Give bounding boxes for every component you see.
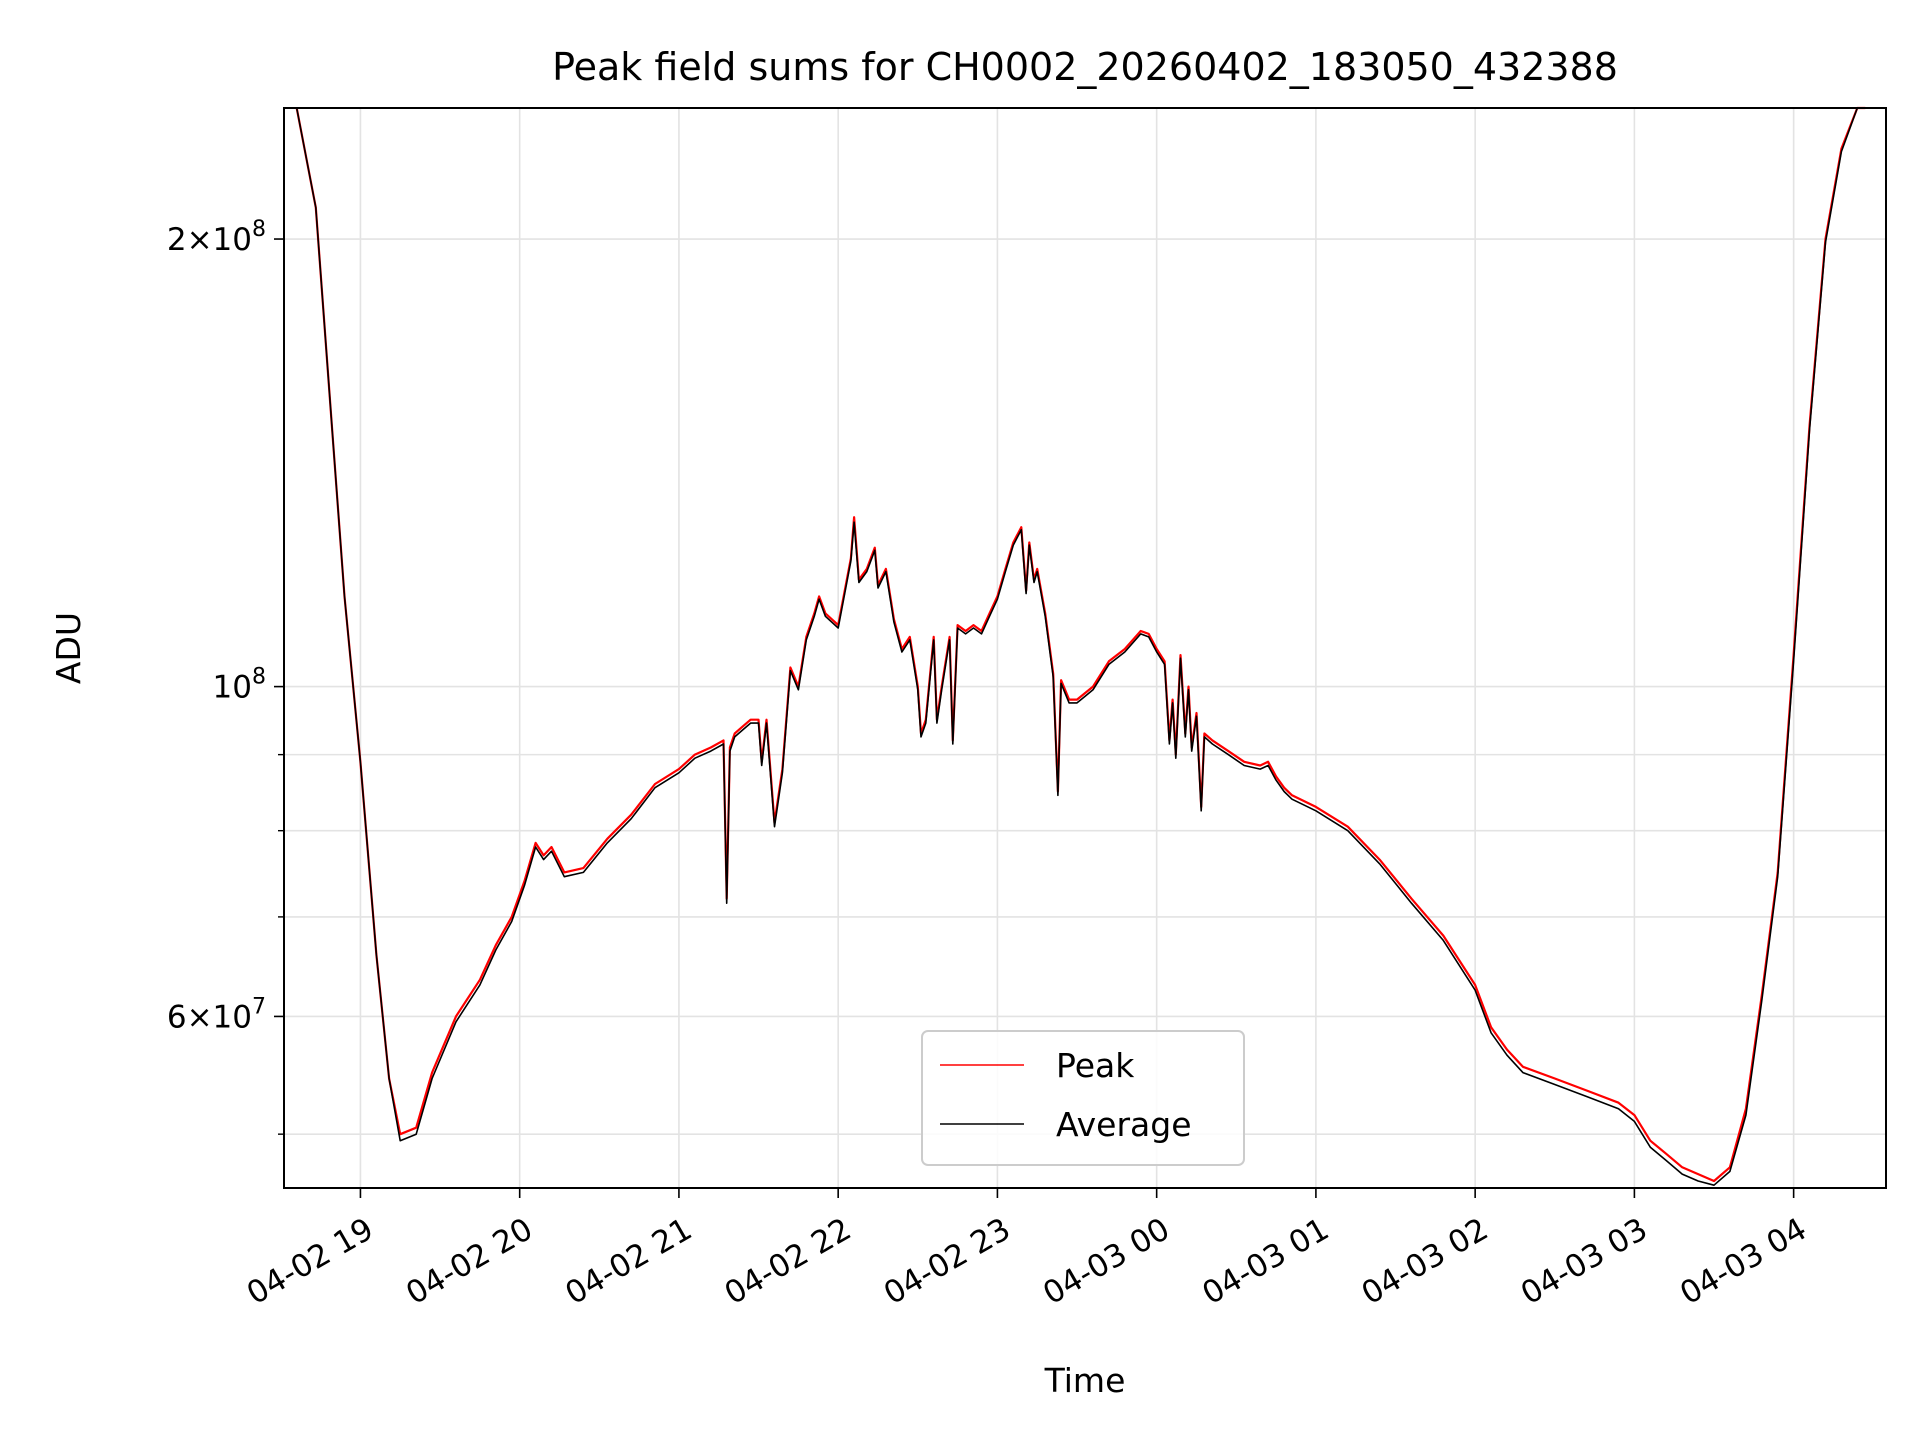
legend: Peak Average	[921, 1030, 1245, 1166]
y-tick-label: 6×107	[167, 994, 266, 1035]
y-tick-label: 108	[213, 665, 266, 706]
plot-frame	[283, 107, 1887, 1189]
legend-peak-label: Peak	[1056, 1046, 1135, 1085]
x-axis-label: Time	[1044, 1361, 1126, 1400]
chart-title: Peak field sums for CH0002_20260402_1830…	[552, 45, 1618, 89]
series-line-average	[295, 107, 1866, 1186]
y-tick-label: 2×108	[167, 217, 266, 258]
y-axis-label: ADU	[49, 612, 88, 684]
series-group	[295, 106, 1866, 1186]
legend-average-label: Average	[1056, 1105, 1192, 1144]
